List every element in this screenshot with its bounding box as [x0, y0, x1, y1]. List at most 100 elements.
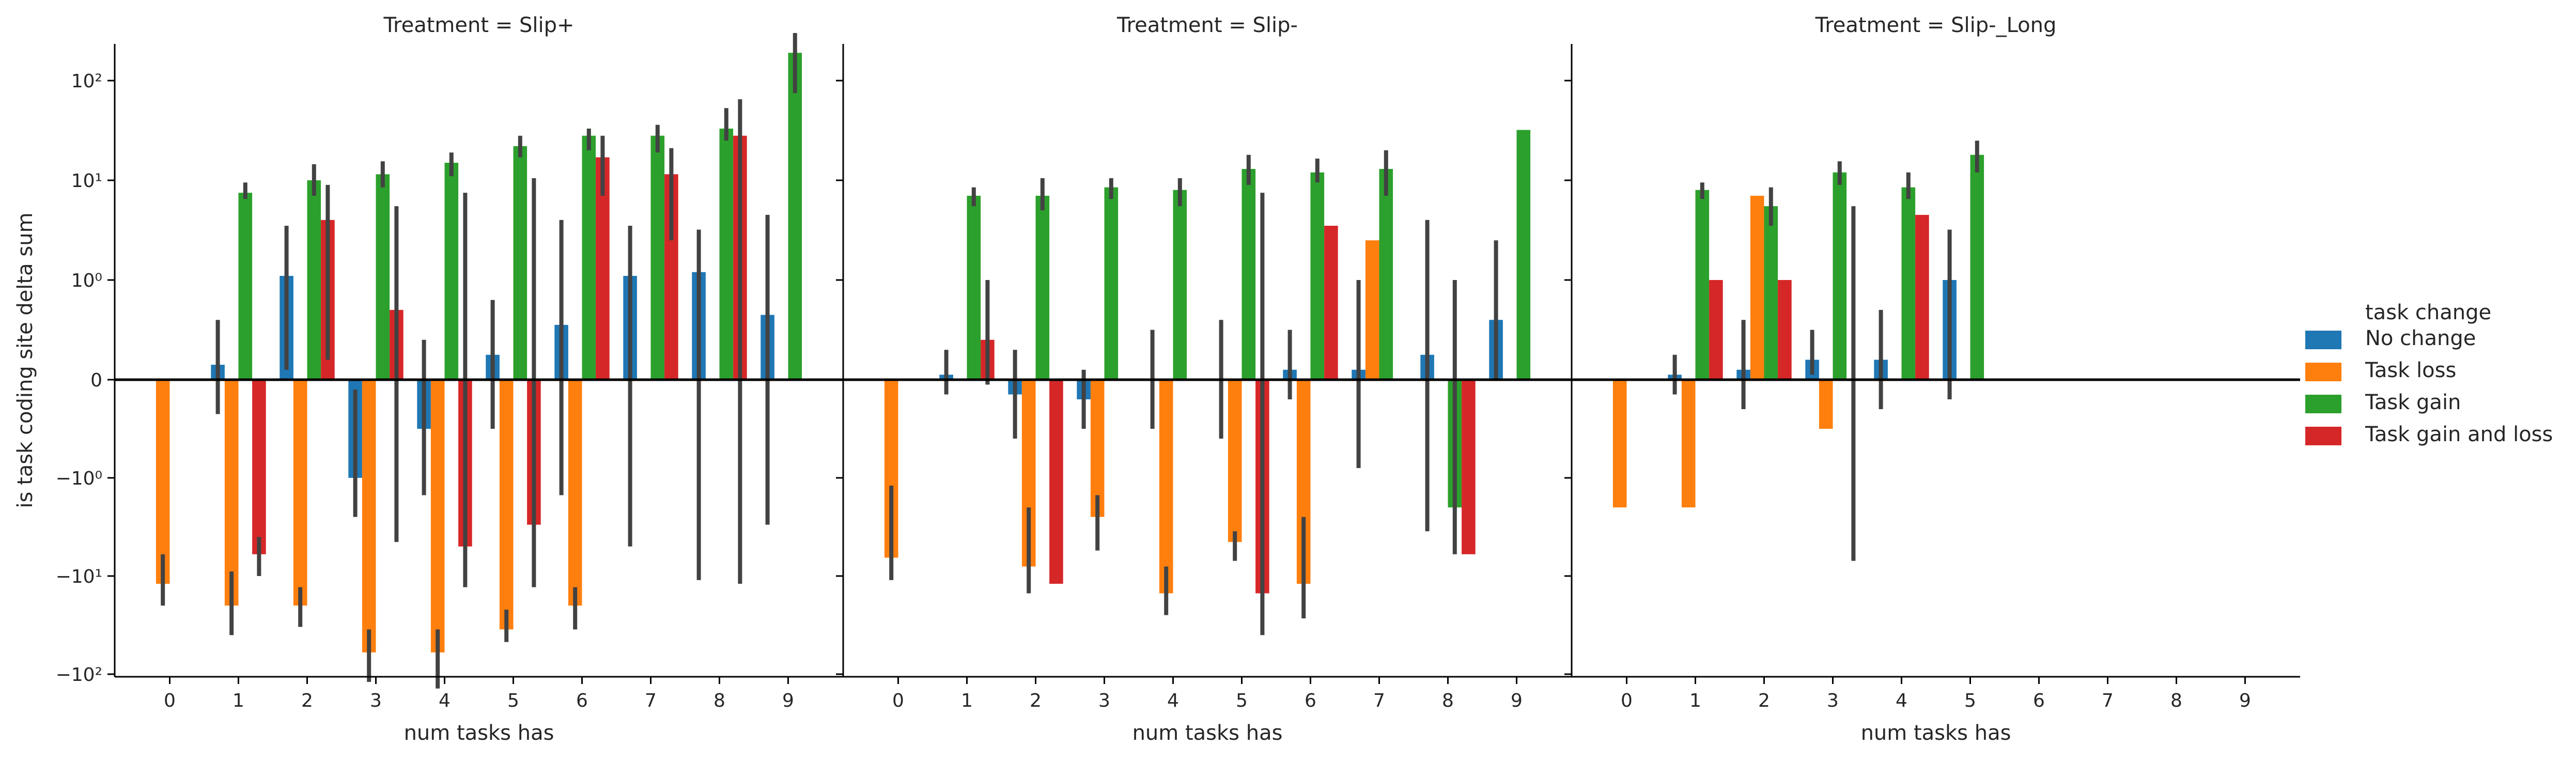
bar [430, 380, 445, 652]
bar [1035, 195, 1050, 380]
bar [1228, 380, 1242, 542]
panel-title: Treatment = Slip- [1116, 13, 1298, 37]
x-tick-label: 7 [645, 690, 657, 711]
x-tick-label: 4 [1896, 690, 1907, 711]
bar [1915, 214, 1929, 380]
bar [1819, 380, 1833, 429]
x-tick-label: 9 [782, 690, 794, 711]
series-task-loss [1612, 195, 1833, 508]
bar [499, 380, 514, 630]
y-tick-label: −10¹ [56, 566, 102, 587]
legend-label: Task gain and loss [2365, 423, 2553, 446]
x-tick-label: 1 [232, 690, 244, 711]
bar [238, 193, 253, 380]
bar [156, 380, 170, 584]
legend-swatch [2305, 395, 2341, 413]
x-tick-label: 0 [164, 690, 176, 711]
bar [1242, 169, 1256, 380]
series-task-gain [1695, 141, 1984, 380]
x-tick-label: 7 [2102, 690, 2114, 711]
bar [1778, 280, 1792, 380]
bar [967, 195, 981, 380]
bar [1159, 380, 1173, 594]
legend-label: Task gain [2365, 391, 2461, 414]
bar [582, 135, 596, 380]
legend-label: Task loss [2365, 359, 2456, 382]
legend-swatch [2305, 331, 2341, 349]
bar [1104, 187, 1119, 380]
y-tick-label: 10⁰ [71, 270, 102, 291]
x-tick-label: 9 [1511, 690, 1523, 711]
series-task-gain-and-loss [252, 99, 747, 587]
x-tick-label: 5 [507, 690, 519, 711]
bar [719, 128, 734, 380]
x-tick-label: 1 [1689, 690, 1701, 711]
bar [1090, 380, 1105, 517]
x-tick-label: 2 [301, 690, 313, 711]
bar [1173, 190, 1187, 380]
bar [568, 380, 582, 606]
bar [1365, 240, 1379, 380]
bar [1764, 206, 1778, 380]
bar [1833, 172, 1847, 380]
bar [1695, 190, 1710, 380]
panel-title: Treatment = Slip-_Long [1815, 13, 2057, 37]
bar [376, 174, 390, 380]
y-tick-label: −10² [56, 664, 102, 686]
x-tick-label: 4 [439, 690, 451, 711]
panel-3: Treatment = Slip-_Long 0 1 2 3 4 5 6 7 8 9 num task… [1564, 13, 2300, 745]
bar [1901, 187, 1916, 380]
bar [1681, 380, 1696, 508]
legend-swatch [2305, 427, 2341, 445]
x-tick-label: 9 [2239, 690, 2251, 711]
series-no-change [211, 214, 774, 580]
series-no-change [1668, 229, 1957, 409]
y-tick-label: 0 [90, 370, 102, 391]
x-tick-label: 3 [1098, 690, 1110, 711]
series-task-loss [884, 240, 1379, 618]
x-tick-label: 2 [1758, 690, 1770, 711]
bar [1049, 380, 1063, 584]
x-tick-label: 7 [1373, 690, 1385, 711]
bar [1516, 130, 1531, 380]
x-tick-label: 6 [1305, 690, 1316, 711]
legend-title: task change [2365, 301, 2491, 324]
y-axis-label: is task coding site delta sum [13, 212, 37, 508]
x-tick-label: 8 [2170, 690, 2182, 711]
x-axis-label: num tasks has [404, 721, 554, 745]
bar [362, 380, 376, 652]
series-task-gain [967, 130, 1531, 554]
bar [1750, 195, 1764, 380]
x-tick-label: 6 [2033, 690, 2045, 711]
x-tick-label: 8 [1442, 690, 1454, 711]
bar [224, 380, 239, 606]
bar [1612, 380, 1627, 508]
bar [513, 146, 527, 380]
panel-1: Treatment = Slip+ 10² 10¹ 10⁰ 0 −10⁰ −10¹ −10² 0… [56, 13, 843, 745]
x-axis-label: num tasks has [1861, 721, 2011, 745]
series-no-change [939, 220, 1503, 532]
x-axis-label: num tasks has [1132, 721, 1283, 745]
x-tick-label: 5 [1236, 690, 1248, 711]
bar [307, 180, 321, 380]
bar [444, 163, 459, 380]
bar [1462, 380, 1476, 554]
panel-title: Treatment = Slip+ [383, 13, 574, 37]
bar [1709, 280, 1723, 380]
series-task-gain-and-loss [981, 193, 1476, 635]
bar [1310, 172, 1325, 380]
series-task-gain [238, 33, 802, 380]
y-tick-label: 10¹ [71, 170, 102, 192]
bar [1379, 169, 1393, 380]
bar [650, 135, 665, 380]
bar [1324, 225, 1338, 380]
x-tick-label: 1 [961, 690, 973, 711]
x-tick-label: 5 [1964, 690, 1976, 711]
series-task-loss [156, 380, 582, 689]
bar [1970, 154, 1984, 380]
x-tick-label: 8 [713, 690, 725, 711]
bar [788, 53, 802, 380]
